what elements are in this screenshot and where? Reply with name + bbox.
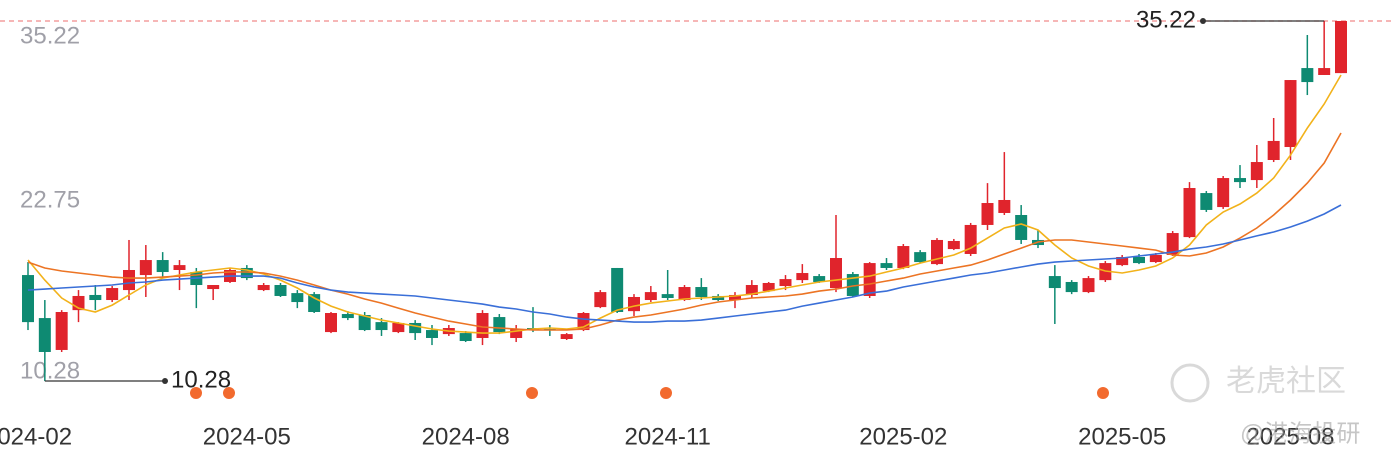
candle-body [1217,178,1230,208]
candle-body [1267,140,1280,161]
candle-body [594,292,607,308]
y-tick-label: 22.75 [20,186,80,213]
candle-body [1234,178,1246,183]
candle-body [779,279,792,287]
candle-body [89,294,102,301]
candle-body [22,275,34,323]
candle-body [257,285,270,291]
candle-body [830,258,842,289]
candle-body [897,246,910,268]
candle-body [409,322,422,334]
candle-body [38,318,51,352]
candle-body [695,287,708,297]
candle-body [375,322,388,331]
candle-body [947,240,960,250]
candle-body [341,314,354,319]
x-tick-label: 2024-05 [203,423,291,450]
candle-body [493,317,506,333]
candle-body [207,285,220,290]
candle-body [1301,68,1314,83]
candle-body [476,313,489,338]
candle-body [914,252,927,263]
candle-body [796,273,809,281]
candle-body [644,292,657,301]
y-tick-label: 35.22 [20,22,80,49]
candle-body [274,285,287,296]
candle-body [1133,257,1145,264]
x-tick-label: 2025-08 [1246,423,1334,450]
candle-body [510,329,523,338]
candle-body [998,199,1011,213]
candle-body [1200,193,1213,210]
x-tick-label: 2024-11 [625,423,711,450]
candle-body [358,315,371,331]
candle-body [661,294,674,299]
candle-body [1015,215,1028,240]
event-dots [190,387,1109,399]
event-dot [1097,387,1109,399]
candle-body [1149,254,1162,263]
candle-body [880,263,893,268]
candle-body [459,333,472,342]
candle-body [325,313,337,333]
candle-body [1048,276,1061,289]
candle-body [762,282,775,292]
candle-body [712,295,725,301]
min-label: 10.28 [171,366,231,393]
watermark: 老虎社区 @港海投研 [1170,363,1360,447]
candle-body [560,334,573,339]
candle-body [173,265,186,270]
max-label: 35.22 [1136,6,1196,33]
event-dot [223,387,235,399]
candle-body [308,294,321,313]
y-tick-label: 10.28 [20,357,80,384]
candle-body [1065,281,1078,293]
moving-average-line [27,74,1342,334]
x-tick-label: 2025-02 [859,423,947,450]
candle-body [1250,162,1263,181]
candle-body [1166,233,1179,255]
max-callout-dot [1200,18,1206,24]
watermark-brand: 老虎社区 [1226,365,1346,398]
event-dot [526,387,538,399]
x-tick-label: 2025-05 [1078,423,1166,450]
candle-body [1183,188,1196,238]
event-dot [660,387,672,399]
candle-body [863,263,876,296]
moving-average-line [27,204,1342,323]
candle-body [426,330,438,338]
candle-body [745,285,758,295]
candle-body [156,260,169,273]
candle-body [1116,257,1129,266]
candle-body [1335,21,1347,74]
watermark-logo [1170,363,1210,403]
x-tick-label: 2024-02 [0,423,72,450]
min-callout-dot [162,378,168,384]
candle-body [628,296,640,312]
candle-body [846,274,859,296]
candle-body [291,293,304,303]
candle-body [611,267,624,313]
candle-body [55,312,68,350]
candle-body [813,276,826,282]
watermark-author: @港海投研 [1240,420,1360,447]
candle-body [678,287,691,301]
candle-body [729,294,741,301]
candle-body [392,322,405,333]
candle-body [1318,68,1331,75]
moving-average-line [27,132,1342,331]
candle-body [139,260,152,276]
candle-body [240,267,253,279]
candle-body [1284,80,1297,148]
candle-body [106,288,119,301]
candle-body [1082,278,1095,293]
x-tick-label: 2024-08 [422,423,510,450]
event-dot [190,387,202,399]
candle-body [981,203,994,225]
candle-body [123,269,135,291]
